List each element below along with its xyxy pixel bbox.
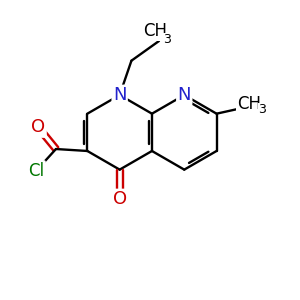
Text: 3: 3 — [163, 33, 171, 46]
Text: N: N — [113, 86, 126, 104]
Text: N: N — [178, 86, 191, 104]
Text: O: O — [31, 118, 45, 136]
Text: O: O — [112, 190, 127, 208]
Text: Cl: Cl — [28, 162, 44, 180]
Text: 3: 3 — [258, 103, 266, 116]
Text: CH: CH — [237, 95, 261, 113]
Text: CH: CH — [143, 22, 167, 40]
